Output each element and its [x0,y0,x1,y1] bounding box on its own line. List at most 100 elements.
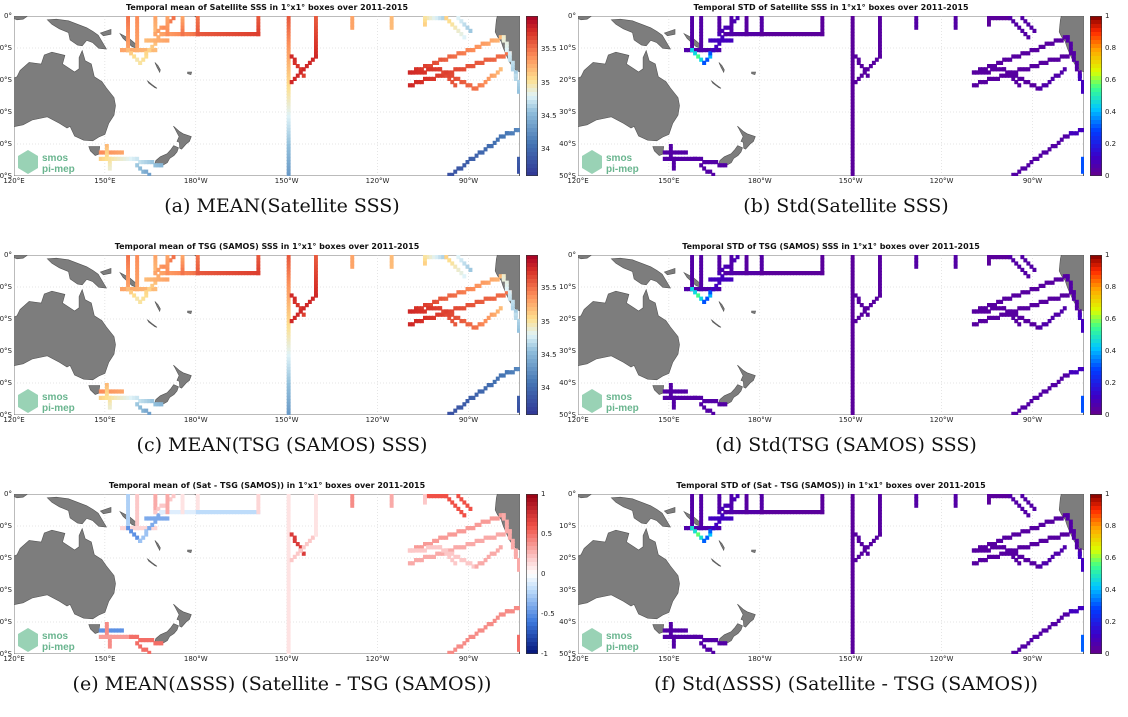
grid-cell [1081,561,1084,566]
grid-cell [1074,303,1079,308]
grid-cell [111,150,115,155]
grid-cell [1017,408,1022,413]
grid-cell [298,306,303,311]
grid-cell [301,312,306,317]
grid-cell [732,258,737,263]
grid-cell [693,51,697,56]
grid-cell [850,299,855,304]
grid-cell [1047,80,1052,85]
grid-cell [662,156,667,161]
grid-cell [702,287,707,292]
grid-cell [662,628,667,633]
longitude-tick-label: 120°E [3,416,25,424]
grid-cell [850,315,855,320]
grid-cell [256,255,261,260]
grid-cell [993,16,997,21]
colorbar-swatch [1090,367,1102,372]
grid-cell [850,22,855,27]
grid-cell [447,309,452,314]
grid-cell [1071,293,1076,298]
grid-cell [450,319,455,324]
grid-cell [974,322,979,327]
grid-cell [850,510,855,515]
grid-cell [489,551,494,556]
grid-cell [790,510,794,515]
grid-cell [314,516,318,521]
grid-cell [501,516,506,521]
grid-cell [850,561,855,566]
grid-cell [850,602,855,607]
grid-cell [486,535,491,540]
grid-cell [1005,57,1010,62]
grid-cell [156,516,161,521]
grid-cell [850,156,855,161]
grid-cell [1032,156,1037,161]
panel-caption: (a) MEAN(Satellite SSS) [164,195,400,217]
grid-cell [699,526,704,531]
grid-cell [1053,516,1058,521]
grid-cell [156,402,161,407]
grid-cell [495,376,500,381]
colorbar-swatch [526,530,538,535]
grid-cell [432,67,436,72]
grid-cell [459,166,464,171]
grid-cell [732,271,737,276]
grid-cell [471,287,476,292]
grid-cell [850,290,855,295]
grid-cell [210,32,215,37]
grid-cell [286,370,291,375]
grid-cell [477,83,482,88]
grid-cell [675,389,679,394]
grid-cell [1071,535,1076,540]
grid-cell [1081,606,1084,611]
grid-cell [1050,622,1055,627]
grid-cell [1017,647,1022,652]
grid-cell [107,405,112,410]
grid-cell [723,32,728,37]
grid-cell [286,319,291,324]
colorbar-swatch [1090,263,1102,268]
colorbar-swatch [526,355,538,360]
grid-cell [286,25,291,30]
grid-cell [286,108,291,113]
colorbar-swatch [526,275,538,280]
grid-cell [735,271,740,276]
grid-cell [720,516,725,521]
grid-cell [126,22,130,27]
grid-cell [1053,296,1058,301]
grid-cell [850,121,855,126]
grid-cell [147,411,152,415]
latitude-tick-label: 50°S [559,650,576,658]
grid-cell [850,41,855,46]
grid-cell [978,545,982,550]
grid-cell [483,80,488,85]
landmass [14,255,29,260]
grid-cell [153,267,158,272]
grid-cell [850,271,855,276]
grid-cell [990,545,994,550]
grid-cell [1056,379,1061,384]
grid-cell [850,16,855,21]
grid-cell [914,500,919,505]
colorbar-swatch [526,379,538,384]
grid-cell [126,267,130,272]
grid-cell [468,303,473,308]
grid-cell [471,48,476,53]
grid-cell [180,264,185,269]
grid-cell [286,554,291,559]
grid-cell [147,399,152,404]
grid-cell [705,296,710,301]
grid-cell [729,267,734,272]
grid-cell [702,48,707,53]
grid-cell [314,48,318,53]
colorbar-swatch [1090,395,1102,400]
colorbar-swatch [1090,92,1102,97]
grid-cell [286,150,291,155]
grid-cell [123,48,127,53]
grid-cell [853,319,858,324]
grid-cell [444,309,449,314]
grid-cell [711,48,716,53]
grid-cell [126,494,130,499]
grid-cell [878,258,882,263]
grid-cell [781,510,785,515]
